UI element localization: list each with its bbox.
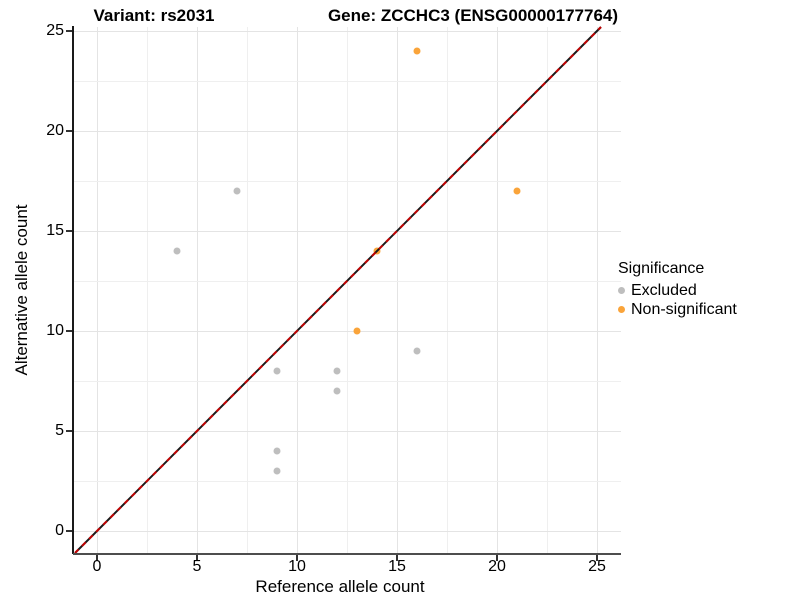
x-axis-line <box>73 553 621 555</box>
y-axis-line <box>72 26 74 554</box>
x-tick-mark <box>96 555 98 561</box>
minor-gridline-v <box>446 27 448 553</box>
minor-gridline-v <box>146 27 148 553</box>
x-tick-label: 5 <box>192 558 202 575</box>
minor-gridline-v <box>546 27 548 553</box>
major-gridline-v <box>196 27 198 553</box>
minor-gridline-h <box>73 180 621 182</box>
point-excluded <box>273 447 281 455</box>
minor-gridline-h <box>73 80 621 82</box>
minor-gridline-h <box>73 480 621 482</box>
y-tick-label: 10 <box>46 322 64 339</box>
major-gridline-h <box>73 130 621 132</box>
x-tick-mark <box>296 555 298 561</box>
major-gridline-h <box>73 230 621 232</box>
x-tick-label: 25 <box>588 558 606 575</box>
minor-gridline-v <box>246 27 248 553</box>
x-axis-title: Reference allele count <box>255 577 425 596</box>
y-tick-label: 5 <box>55 422 64 439</box>
y-tick-mark <box>66 130 72 132</box>
major-gridline-v <box>496 27 498 553</box>
major-gridline-h <box>73 530 621 532</box>
legend-dot-icon <box>618 306 625 313</box>
variant-title: Variant: rs2031 <box>93 6 215 25</box>
minor-gridline-h <box>73 380 621 382</box>
y-axis-title: Alternative allele count <box>12 204 31 376</box>
major-gridline-v <box>96 27 98 553</box>
point-excluded <box>173 247 181 255</box>
identity-line <box>74 26 602 554</box>
x-tick-label: 10 <box>288 558 306 575</box>
y-tick-label: 20 <box>46 122 64 139</box>
x-tick-label: 0 <box>92 558 102 575</box>
plot-panel <box>73 26 621 554</box>
legend-entry: Excluded <box>618 281 737 300</box>
point-excluded <box>273 467 281 475</box>
y-tick-label: 15 <box>46 222 64 239</box>
major-gridline-h <box>73 430 621 432</box>
x-tick-mark <box>596 555 598 561</box>
x-tick-mark <box>496 555 498 561</box>
gene-title: Gene: ZCCHC3 (ENSG00000177764) <box>327 6 619 25</box>
point-non-significant <box>513 187 521 195</box>
y-tick-mark <box>66 230 72 232</box>
y-tick-mark <box>66 430 72 432</box>
legend-label: Non-significant <box>631 300 737 318</box>
legend-title: Significance <box>618 260 705 277</box>
point-non-significant <box>413 47 421 55</box>
y-tick-label: 0 <box>55 522 64 539</box>
point-non-significant <box>353 327 361 335</box>
x-tick-mark <box>196 555 198 561</box>
major-gridline-h <box>73 330 621 332</box>
legend-dot-icon <box>618 287 625 294</box>
minor-gridline-v <box>346 27 348 553</box>
legend: Significance Excluded Non-significant <box>618 260 737 319</box>
y-tick-mark <box>66 530 72 532</box>
major-gridline-v <box>296 27 298 553</box>
x-tick-label: 20 <box>488 558 506 575</box>
y-tick-mark <box>66 330 72 332</box>
point-excluded <box>233 187 241 195</box>
point-excluded <box>413 347 421 355</box>
legend-entry: Non-significant <box>618 300 737 319</box>
major-gridline-v <box>596 27 598 553</box>
y-tick-mark <box>66 30 72 32</box>
major-gridline-h <box>73 30 621 32</box>
legend-label: Excluded <box>631 281 697 299</box>
point-excluded <box>333 387 341 395</box>
x-tick-label: 15 <box>388 558 406 575</box>
major-gridline-v <box>396 27 398 553</box>
point-excluded <box>333 367 341 375</box>
y-tick-label: 25 <box>46 22 64 39</box>
legend-items: Excluded Non-significant <box>618 281 737 319</box>
x-tick-mark <box>396 555 398 561</box>
point-excluded <box>273 367 281 375</box>
